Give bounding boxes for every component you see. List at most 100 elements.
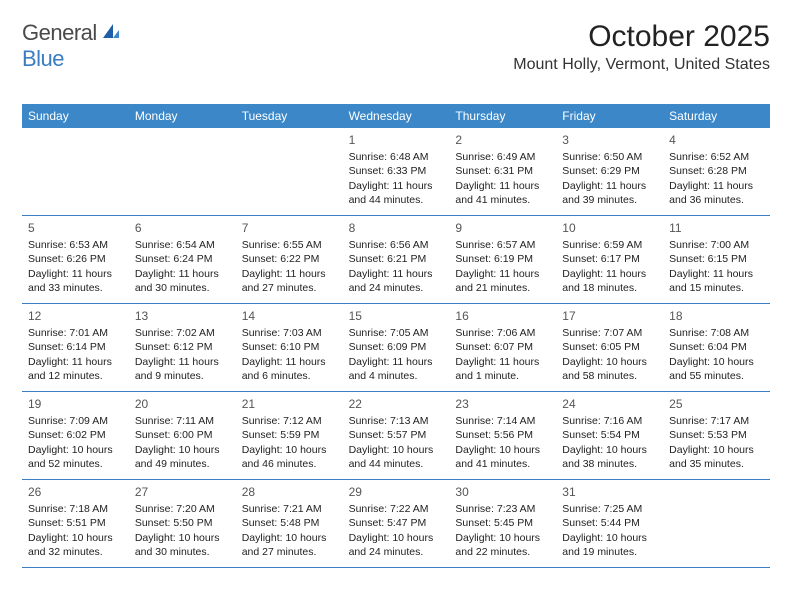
day-cell: 3Sunrise: 6:50 AMSunset: 6:29 PMDaylight… — [556, 128, 663, 215]
dayname-row: Sunday Monday Tuesday Wednesday Thursday… — [22, 104, 770, 128]
week-row: 26 Sunrise: 7:18 AMSunset: 5:51 PM Dayligh… — [22, 480, 770, 568]
sunset-line: Sunset: 6:07 PM — [455, 340, 550, 354]
sunset-line: Sunset: 6:19 PM — [455, 252, 550, 266]
daylight-line: Daylight: 10 hours and 35 minutes. — [669, 443, 764, 471]
sunrise-line: Sunrise: 7:13 AM — [349, 414, 444, 428]
day-number: 9 — [455, 220, 550, 236]
day-number: 11 — [669, 220, 764, 236]
sunrise-line: Sunrise: 7:18 AM — [28, 502, 123, 516]
day-number: 19 — [28, 396, 123, 412]
day-number: 15 — [349, 308, 444, 324]
sunrise-line: Sunrise: 6:53 AM — [28, 238, 123, 252]
sunrise-line: Sunrise: 6:48 AM — [349, 150, 444, 164]
daylight-line: Daylight: 11 hours and 6 minutes. — [242, 355, 337, 383]
dayname-friday: Friday — [556, 104, 663, 128]
day-number: 29 — [349, 484, 444, 500]
title-block: October 2025 Mount Holly, Vermont, Unite… — [513, 20, 770, 74]
day-number: 27 — [135, 484, 230, 500]
daylight-line: Daylight: 10 hours and 41 minutes. — [455, 443, 550, 471]
day-cell: 2Sunrise: 6:49 AMSunset: 6:31 PMDaylight… — [449, 128, 556, 215]
daylight-line: Daylight: 10 hours and 27 minutes. — [242, 531, 337, 559]
daylight-line: Daylight: 10 hours and 55 minutes. — [669, 355, 764, 383]
day-cell: 8Sunrise: 6:56 AMSunset: 6:21 PMDaylight… — [343, 216, 450, 303]
daylight-line: Daylight: 11 hours and 15 minutes. — [669, 267, 764, 295]
day-number: 26 — [28, 484, 123, 500]
sunset-line: Sunset: 5:45 PM — [455, 516, 550, 530]
dayname-sunday: Sunday — [22, 104, 129, 128]
sunset-line: Sunset: 6:12 PM — [135, 340, 230, 354]
day-cell: 21Sunrise: 7:12 AMSunset: 5:59 PMDayligh… — [236, 392, 343, 479]
daylight-line: Daylight: 11 hours and 41 minutes. — [455, 179, 550, 207]
sunrise-line: Sunrise: 7:00 AM — [669, 238, 764, 252]
week-row: 19Sunrise: 7:09 AMSunset: 6:02 PMDayligh… — [22, 392, 770, 480]
day-number: 25 — [669, 396, 764, 412]
sunrise-line: Sunrise: 7:01 AM — [28, 326, 123, 340]
daylight-line: Daylight: 11 hours and 27 minutes. — [242, 267, 337, 295]
day-cell: 14Sunrise: 7:03 AMSunset: 6:10 PMDayligh… — [236, 304, 343, 391]
daylight-line: Daylight: 11 hours and 9 minutes. — [135, 355, 230, 383]
day-cell: 18Sunrise: 7:08 AMSunset: 6:04 PMDayligh… — [663, 304, 770, 391]
sunset-line: Sunset: 6:14 PM — [28, 340, 123, 354]
sunrise-line: Sunrise: 6:55 AM — [242, 238, 337, 252]
location: Mount Holly, Vermont, United States — [513, 56, 770, 74]
sunset-line: Sunset: 5:53 PM — [669, 428, 764, 442]
logo: General — [22, 20, 123, 46]
sunrise-line: Sunrise: 7:11 AM — [135, 414, 230, 428]
day-number: 18 — [669, 308, 764, 324]
daylight-line: Daylight: 11 hours and 39 minutes. — [562, 179, 657, 207]
day-number: 16 — [455, 308, 550, 324]
sunrise-line: Sunrise: 7:14 AM — [455, 414, 550, 428]
day-cell: 7 Sunrise: 6:55 AMSunset: 6:22 PMDaylight… — [236, 216, 343, 303]
sunset-line: Sunset: 6:21 PM — [349, 252, 444, 266]
daylight-line: Daylight: 10 hours and 30 minutes. — [135, 531, 230, 559]
dayname-wednesday: Wednesday — [343, 104, 450, 128]
sunset-line: Sunset: 5:50 PM — [135, 516, 230, 530]
day-cell: 20Sunrise: 7:11 AMSunset: 6:00 PMDayligh… — [129, 392, 236, 479]
dayname-saturday: Saturday — [663, 104, 770, 128]
sunrise-line: Sunrise: 6:57 AM — [455, 238, 550, 252]
sunset-line: Sunset: 6:33 PM — [349, 164, 444, 178]
sunrise-line: Sunrise: 7:23 AM — [455, 502, 550, 516]
week-row: 12Sunrise: 7:01 AMSunset: 6:14 PMDayligh… — [22, 304, 770, 392]
empty-cell — [663, 480, 770, 567]
sunrise-line: Sunrise: 6:49 AM — [455, 150, 550, 164]
day-number: 28 — [242, 484, 337, 500]
day-number: 21 — [242, 396, 337, 412]
day-number: 4 — [669, 132, 764, 148]
day-number: 2 — [455, 132, 550, 148]
empty-cell — [22, 128, 129, 215]
day-cell: 30Sunrise: 7:23 AMSunset: 5:45 PMDayligh… — [449, 480, 556, 567]
sunset-line: Sunset: 6:26 PM — [28, 252, 123, 266]
day-cell: 15Sunrise: 7:05 AMSunset: 6:09 PMDayligh… — [343, 304, 450, 391]
day-number: 7 — [242, 220, 337, 236]
sunset-line: Sunset: 5:54 PM — [562, 428, 657, 442]
sunrise-line: Sunrise: 7:17 AM — [669, 414, 764, 428]
day-number: 22 — [349, 396, 444, 412]
sunset-line: Sunset: 6:22 PM — [242, 252, 337, 266]
week-row: 1Sunrise: 6:48 AMSunset: 6:33 PMDaylight… — [22, 128, 770, 216]
sunrise-line: Sunrise: 7:06 AM — [455, 326, 550, 340]
sunset-line: Sunset: 5:51 PM — [28, 516, 123, 530]
sunset-line: Sunset: 6:17 PM — [562, 252, 657, 266]
sunrise-line: Sunrise: 7:21 AM — [242, 502, 337, 516]
header: General October 2025 Mount Holly, Vermon… — [22, 20, 770, 74]
daylight-line: Daylight: 10 hours and 19 minutes. — [562, 531, 657, 559]
day-cell: 28Sunrise: 7:21 AMSunset: 5:48 PMDayligh… — [236, 480, 343, 567]
sunrise-line: Sunrise: 7:09 AM — [28, 414, 123, 428]
daylight-line: Daylight: 11 hours and 4 minutes. — [349, 355, 444, 383]
day-cell: 22Sunrise: 7:13 AMSunset: 5:57 PMDayligh… — [343, 392, 450, 479]
dayname-thursday: Thursday — [449, 104, 556, 128]
daylight-line: Daylight: 11 hours and 33 minutes. — [28, 267, 123, 295]
day-number: 20 — [135, 396, 230, 412]
sunset-line: Sunset: 6:00 PM — [135, 428, 230, 442]
sunset-line: Sunset: 6:04 PM — [669, 340, 764, 354]
daylight-line: Daylight: 10 hours and 52 minutes. — [28, 443, 123, 471]
day-number: 10 — [562, 220, 657, 236]
daylight-line: Daylight: 11 hours and 44 minutes. — [349, 179, 444, 207]
day-number: 13 — [135, 308, 230, 324]
sunrise-line: Sunrise: 7:22 AM — [349, 502, 444, 516]
day-number: 5 — [28, 220, 123, 236]
daylight-line: Daylight: 11 hours and 12 minutes. — [28, 355, 123, 383]
day-cell: 11Sunrise: 7:00 AMSunset: 6:15 PMDayligh… — [663, 216, 770, 303]
sunrise-line: Sunrise: 6:50 AM — [562, 150, 657, 164]
